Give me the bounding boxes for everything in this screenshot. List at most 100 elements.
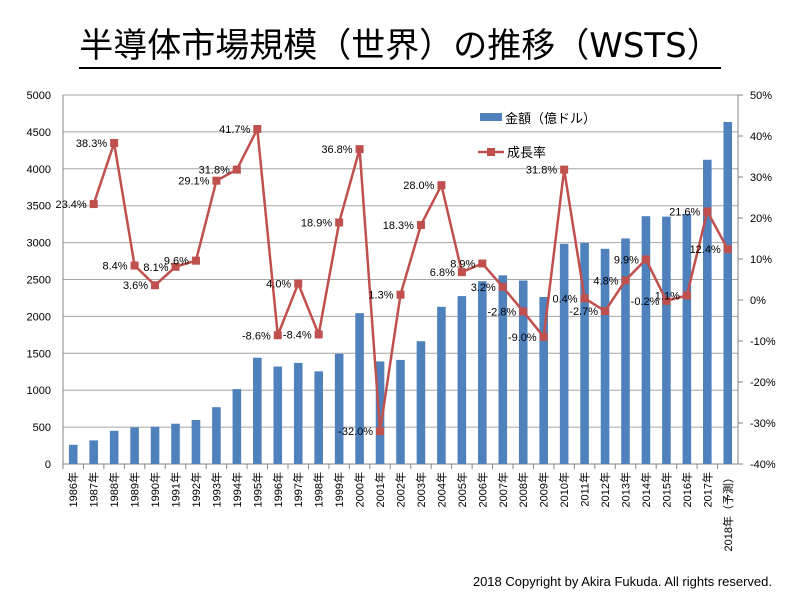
x-tick-label: 2000年 (353, 472, 367, 507)
right-tick-label: -10% (750, 336, 776, 348)
bar-1994年 (232, 389, 242, 464)
growth-data-label: -8.4% (283, 329, 312, 341)
growth-data-label: 21.6% (669, 206, 700, 218)
growth-marker-2006年 (478, 259, 487, 268)
legend-line-marker (487, 148, 495, 156)
growth-data-label: 41.7% (219, 124, 250, 136)
x-tick-label: 1986年 (66, 472, 80, 507)
x-tick-label: 2001年 (373, 472, 387, 507)
growth-marker-2014年 (641, 255, 650, 264)
x-tick-label: 2012年 (598, 472, 612, 507)
legend-line-label: 成長率 (507, 145, 546, 160)
right-tick-label: -20% (750, 377, 776, 389)
bar-1998年 (314, 371, 323, 464)
x-tick-label: 2008年 (516, 472, 530, 507)
x-tick-label: 2011年 (578, 472, 592, 507)
growth-data-label: 18.9% (301, 218, 332, 230)
growth-marker-2007年 (498, 282, 507, 291)
x-tick-label: 2009年 (537, 472, 551, 507)
growth-data-label: -2.8% (487, 306, 516, 318)
bar-2003年 (416, 341, 426, 464)
x-tick-label: 2015年 (659, 472, 673, 507)
growth-marker-2001年 (376, 427, 385, 436)
x-tick-label: 1992年 (189, 472, 203, 507)
growth-data-label: 6.8% (430, 267, 455, 279)
bar-1995年 (253, 357, 262, 464)
growth-marker-1990年 (151, 281, 160, 290)
growth-marker-2008年 (519, 307, 528, 316)
growth-marker-2005年 (457, 268, 466, 277)
x-tick-label: 2004年 (434, 472, 448, 507)
right-tick-label: 10% (750, 254, 772, 266)
bar-2009年 (539, 296, 548, 464)
right-tick-label: 20% (750, 213, 772, 225)
bar-2017年 (703, 159, 712, 465)
x-tick-label: 2006年 (475, 472, 489, 507)
bar-2005年 (457, 296, 467, 464)
growth-marker-1995年 (253, 125, 262, 134)
growth-marker-1992年 (191, 256, 200, 265)
x-tick-label: 1997年 (291, 472, 305, 507)
growth-data-label: 8.1% (143, 262, 168, 274)
growth-marker-2004年 (437, 181, 446, 190)
growth-data-label: 28.0% (403, 180, 434, 192)
growth-data-label: -0.2% (631, 296, 660, 308)
x-tick-label: 2016年 (680, 472, 694, 507)
growth-marker-2003年 (416, 220, 425, 229)
growth-data-label: 31.8% (199, 165, 230, 177)
left-tick-label: 2500 (27, 275, 51, 287)
bar-1999年 (334, 353, 344, 464)
growth-marker-1998年 (314, 330, 323, 339)
legend-bar-label: 金額（億ドル） (505, 111, 596, 126)
growth-marker-2018年（予測） (723, 245, 732, 254)
growth-data-label: 12.4% (690, 244, 721, 256)
left-tick-label: 5000 (27, 90, 51, 102)
growth-marker-1988年 (110, 138, 119, 147)
bar-1997年 (293, 362, 303, 464)
growth-data-label: 4.0% (266, 279, 291, 291)
growth-marker-1987年 (89, 200, 98, 209)
growth-data-label: 23.4% (55, 199, 86, 211)
bar-1993年 (212, 407, 221, 464)
bar-2000年 (355, 313, 364, 464)
bar-1992年 (191, 420, 201, 464)
growth-marker-2017年 (703, 207, 712, 216)
x-tick-label: 1995年 (250, 472, 264, 507)
growth-data-label: 1.1% (655, 290, 680, 302)
bar-1991年 (171, 423, 180, 464)
x-tick-label: 2013年 (619, 472, 633, 507)
x-tick-label: 2002年 (394, 472, 408, 507)
growth-data-label: 36.8% (321, 144, 352, 156)
bar-2015年 (662, 216, 671, 464)
x-tick-label: 2017年 (700, 472, 714, 507)
x-tick-label: 2003年 (414, 472, 428, 507)
x-tick-label: 2005年 (455, 472, 469, 507)
x-tick-label: 2018年（予測） (721, 472, 735, 551)
growth-data-label: 8.9% (450, 259, 475, 271)
growth-line (92, 124, 729, 432)
copyright: 2018 Copyright by Akira Fukuda. All righ… (472, 574, 772, 589)
growth-marker-2009年 (539, 332, 548, 341)
growth-data-label: 31.8% (526, 165, 557, 177)
bar-1989年 (130, 427, 139, 464)
growth-marker-2012年 (601, 307, 610, 316)
bar-1990年 (150, 426, 160, 464)
x-tick-label: 2007年 (496, 472, 510, 507)
bar-2010年 (559, 243, 569, 464)
left-tick-label: 4000 (27, 164, 51, 176)
x-tick-label: 1991年 (169, 472, 183, 507)
growth-marker-1991年 (171, 262, 180, 271)
growth-data-label: -9.0% (508, 332, 537, 344)
bar-1987年 (89, 440, 98, 464)
bar-2006年 (478, 281, 487, 464)
bar-2004年 (437, 306, 446, 464)
growth-data-label: -32.0% (338, 426, 373, 438)
growth-marker-2013年 (621, 276, 630, 285)
growth-data-label: 38.3% (76, 138, 107, 150)
bar-2008年 (518, 280, 528, 464)
x-tick-label: 1990年 (148, 472, 162, 507)
right-tick-label: 40% (750, 131, 772, 143)
left-tick-label: 2000 (27, 311, 51, 323)
x-tick-label: 1987年 (87, 472, 101, 507)
